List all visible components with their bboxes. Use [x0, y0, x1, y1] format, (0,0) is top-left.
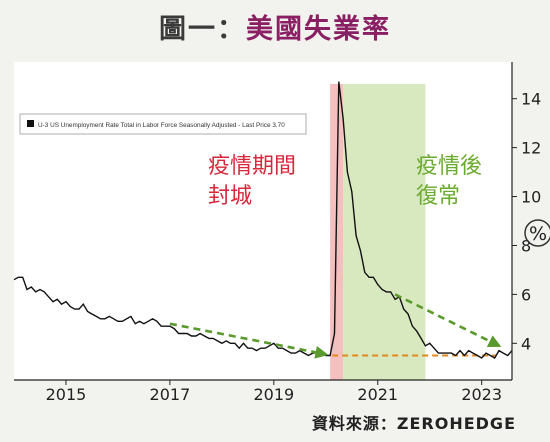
region-label-2-line-1: 疫情後 [416, 154, 482, 179]
x-tick-label-2015: 2015 [46, 385, 87, 404]
plot-background [14, 62, 512, 380]
chart-title-prefix: 圖一： [159, 13, 246, 45]
trend-arrows [169, 293, 502, 359]
y-tick-label-10: 10 [521, 188, 541, 207]
legend: U-3 US Unemployment Rate Total in Labor … [19, 113, 307, 135]
x-tick-label-2021: 2021 [357, 385, 398, 404]
series-group [13, 81, 513, 359]
y-tick-label-4: 4 [521, 334, 531, 353]
unit-label: % [529, 223, 547, 245]
region-label-1-line-2: 封城 [208, 184, 252, 209]
y-tick-label-14: 14 [521, 90, 541, 109]
shaded-region-2 [343, 84, 426, 380]
series-line [13, 81, 513, 359]
trend-arrow-2 [394, 293, 502, 347]
unit-label-group: % [524, 219, 550, 247]
x-tick-label-2017: 2017 [150, 385, 191, 404]
x-tick-label-2019: 2019 [253, 385, 294, 404]
legend-text: U-3 US Unemployment Rate Total in Labor … [38, 122, 285, 129]
x-tick-label-2023: 2023 [461, 385, 502, 404]
y-tick-label-8: 8 [521, 236, 531, 255]
unit-label-circle [524, 219, 550, 247]
region-label-1-line-1: 疫情期間 [208, 154, 296, 179]
legend-swatch [27, 120, 34, 127]
y-tick-label-6: 6 [521, 285, 531, 304]
region-label-2-line-2: 復常 [416, 184, 460, 209]
axes: 2015 2017 2019 2021 2023 4 6 8 10 12 14 [14, 62, 541, 404]
source-credit: 資料來源：ZEROHEDGE [311, 414, 516, 433]
y-tick-label-12: 12 [521, 139, 541, 158]
trend-arrow-1 [169, 322, 329, 359]
chart-title-main: 美國失業率 [246, 13, 391, 45]
legend-box [19, 113, 307, 135]
chart-title: 圖一： 美國失業率 [0, 0, 550, 52]
